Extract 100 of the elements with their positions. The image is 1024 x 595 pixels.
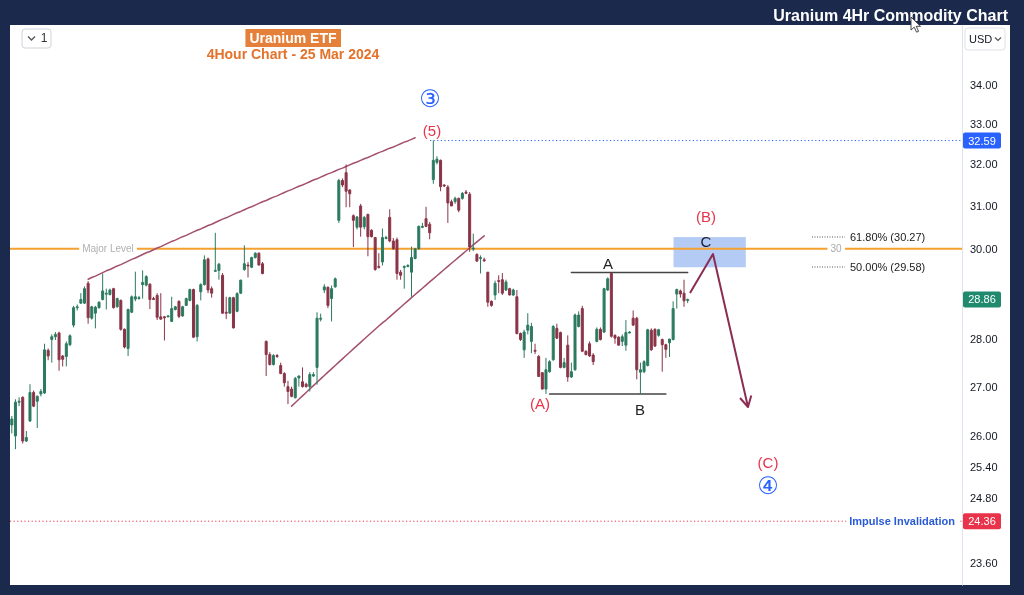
candlestick — [508, 287, 512, 296]
candlestick — [82, 285, 86, 305]
candlestick — [86, 280, 90, 325]
candlestick — [617, 335, 621, 347]
candlestick — [551, 324, 555, 362]
candlestick — [624, 319, 628, 352]
annotation: 50.00% (29.58) — [850, 261, 926, 273]
candlestick — [264, 339, 268, 377]
candlestick — [562, 357, 566, 369]
annotation: (5) — [422, 122, 442, 140]
candlestick — [93, 305, 97, 329]
annotation: (B) — [696, 207, 716, 225]
candlestick — [479, 254, 483, 274]
annotation: ④ — [757, 472, 779, 500]
candlestick — [686, 298, 690, 304]
candlestick — [333, 276, 337, 289]
y-tick-label: 27.00 — [970, 380, 998, 393]
candlestick — [344, 163, 348, 208]
candlestick — [206, 257, 210, 294]
candlestick — [46, 347, 50, 361]
candlestick — [57, 331, 61, 372]
candlestick — [500, 272, 504, 296]
candlestick — [21, 395, 25, 445]
annotation: 61.80% (30.27) — [850, 231, 926, 243]
candlestick — [115, 297, 119, 309]
candlestick — [595, 326, 599, 343]
candlestick — [471, 233, 475, 252]
candlestick — [380, 228, 384, 266]
candlestick — [395, 237, 399, 281]
y-tick-label: 25.40 — [970, 460, 998, 473]
y-tick-label: 28.00 — [970, 333, 998, 346]
candlestick — [657, 328, 661, 338]
annotation: (C) — [757, 453, 779, 471]
annotation: C — [700, 232, 712, 250]
annotation: 30 — [830, 243, 842, 255]
y-tick-label: 24.80 — [970, 491, 998, 504]
candlestick — [188, 288, 192, 302]
candlestick — [402, 265, 406, 290]
y-tick-label: 33.00 — [970, 118, 998, 131]
candlestick — [148, 282, 152, 310]
candlestick — [170, 296, 174, 322]
candlestick — [250, 256, 254, 269]
annotation: 1 — [40, 31, 48, 45]
annotation: ③ — [419, 84, 441, 113]
candlestick — [362, 215, 366, 230]
candlestick — [50, 333, 54, 364]
candlestick — [195, 303, 199, 342]
candlestick — [308, 371, 312, 392]
annotation: 24.36 — [968, 515, 996, 528]
candlestick — [221, 272, 225, 315]
candlestick — [43, 343, 47, 395]
candlestick — [653, 327, 657, 348]
candlestick — [682, 279, 686, 308]
candlestick — [155, 292, 159, 321]
y-tick-label: 30.00 — [970, 242, 998, 255]
annotation: 28.86 — [968, 293, 996, 306]
candlestick — [24, 430, 28, 443]
candlestick — [497, 274, 501, 294]
candlestick — [337, 178, 341, 224]
line-series — [290, 235, 485, 407]
candlestick — [544, 357, 548, 395]
candlestick — [580, 305, 584, 353]
candlestick — [228, 296, 232, 315]
text: Uranium 4Hr Commodity Chart — [773, 6, 1009, 24]
candlestick — [322, 283, 326, 294]
annotation: A — [602, 255, 614, 273]
ref-line-label: Major Level — [82, 243, 134, 255]
candlestick — [177, 299, 181, 319]
candlestick — [486, 271, 490, 308]
candlestick — [638, 362, 642, 395]
annotation: 32.59 — [968, 134, 996, 147]
candlestick — [649, 327, 653, 352]
candlestick — [326, 285, 330, 309]
y-tick-label: 26.00 — [970, 430, 998, 442]
candlestick — [453, 196, 457, 205]
candlestick — [35, 394, 39, 429]
candlestick — [431, 140, 435, 185]
candlestick — [366, 213, 370, 257]
candlestick — [242, 244, 246, 272]
candlestick — [493, 280, 497, 301]
candlestick — [359, 203, 363, 238]
candlestick — [192, 288, 195, 339]
candlestick — [28, 383, 32, 423]
candlestick — [141, 269, 145, 300]
candlestick — [275, 353, 279, 359]
candlestick — [439, 159, 443, 192]
candlestick — [457, 197, 461, 213]
annotation: B — [634, 401, 646, 419]
annotation: (A) — [530, 394, 550, 412]
candlestick — [32, 390, 36, 408]
candlestick — [460, 191, 464, 201]
candlestick — [293, 376, 297, 399]
candlestick — [446, 184, 450, 224]
y-tick-label: 34.00 — [970, 79, 998, 92]
candlestick — [373, 236, 377, 272]
y-axis-title: USD — [969, 33, 993, 45]
text: 4Hour Chart - 25 Mar 2024 — [206, 46, 380, 62]
candlestick — [482, 257, 486, 263]
y-tick-label: 23.60 — [970, 556, 998, 569]
candlestick — [598, 326, 602, 341]
